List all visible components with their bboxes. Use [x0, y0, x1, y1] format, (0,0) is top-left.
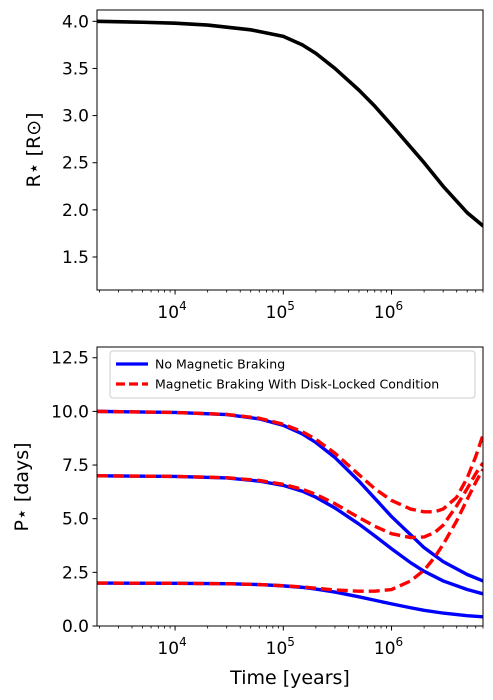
radius-panel: 1.5 2.0 2.5 3.0 3.5 4.0 104 105 106 R⋆ [R⊙]	[23, 9, 484, 323]
legend-box	[109, 350, 476, 399]
legend: No Magnetic Braking Magnetic Braking Wit…	[109, 350, 476, 399]
period-x-tick-label-0: 104	[157, 635, 186, 659]
radius-x-tick-label-2: 106	[374, 299, 403, 323]
period-y-tick-label-1: 2.5	[62, 563, 89, 583]
legend-label-braking: Magnetic Braking With Disk-Locked Condit…	[155, 377, 439, 392]
period-y-axis-label: P⋆ [days]	[11, 442, 33, 531]
period-series-line-4	[97, 461, 483, 540]
period-x-axis-label: Time [years]	[229, 667, 350, 689]
radius-y-tick-label-4: 3.5	[62, 59, 89, 79]
period-series-line-0	[97, 409, 483, 583]
period-x-tick-label-2: 106	[374, 635, 403, 659]
radius-y-axis-label: R⋆ [R⊙]	[23, 112, 45, 187]
period-series-line-3	[97, 409, 483, 514]
radius-y-tick-label-3: 3.0	[62, 107, 89, 127]
radius-plot-frame	[96, 9, 484, 291]
radius-y-tick-label-5: 4.0	[62, 12, 89, 32]
period-series-line-5	[97, 468, 483, 593]
period-x-tick-label-1: 105	[266, 635, 295, 659]
radius-axis-ticks: 1.5 2.0 2.5 3.0 3.5 4.0 104 105 106	[62, 12, 484, 323]
period-y-tick-label-0: 0.0	[62, 617, 89, 637]
radius-y-tick-label-1: 2.0	[62, 201, 89, 221]
radius-series-line-0	[97, 19, 483, 228]
period-y-tick-label-2: 5.0	[62, 510, 89, 530]
period-y-tick-label-4: 10.0	[51, 402, 89, 422]
radius-y-tick-label-2: 2.5	[62, 154, 89, 174]
period-axis-ticks: 0.0 2.5 5.0 7.5 10.0 12.5 104 105 106	[51, 349, 484, 659]
period-y-tick-label-3: 7.5	[62, 456, 89, 476]
period-plot-frame	[96, 346, 484, 627]
radius-x-tick-label-0: 104	[157, 299, 186, 323]
period-y-tick-label-5: 12.5	[51, 349, 89, 369]
period-series-line-2	[97, 581, 483, 619]
radius-x-tick-label-1: 105	[266, 299, 295, 323]
period-series-group	[97, 409, 483, 619]
radius-y-tick-label-0: 1.5	[62, 248, 89, 268]
radius-series-group	[97, 19, 483, 228]
legend-label-no-braking: No Magnetic Braking	[155, 357, 285, 372]
